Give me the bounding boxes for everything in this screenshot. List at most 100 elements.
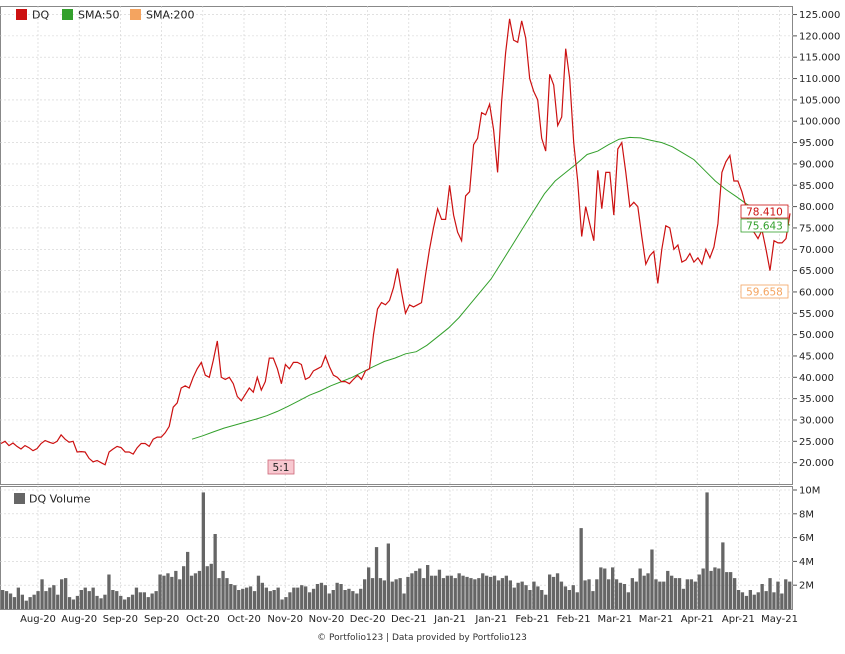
volume-bar	[248, 586, 253, 609]
price-tick-label: 55.000	[799, 309, 834, 320]
volume-bar	[634, 581, 638, 609]
volume-bar	[48, 587, 52, 609]
volume-bar	[225, 578, 229, 609]
volume-bar	[311, 588, 316, 609]
volume-bar	[138, 592, 142, 609]
price-tick-label: 65.000	[799, 266, 834, 277]
volume-bar	[319, 582, 324, 609]
volume-bar	[485, 575, 489, 609]
volume-bar	[95, 595, 99, 609]
split-badge-label: 5:1	[273, 462, 290, 474]
sma200-last-value-label: 59.658	[746, 287, 783, 299]
volume-bar	[300, 585, 304, 609]
volume-bar	[469, 578, 473, 609]
sma200-legend-swatch	[130, 9, 141, 20]
price-grid	[0, 6, 793, 484]
volume-bar	[174, 570, 178, 609]
volume-bar	[426, 565, 430, 609]
volume-tick-label: 2M	[799, 581, 814, 592]
volume-bar	[323, 585, 327, 609]
volume-tick-label: 4M	[799, 557, 814, 568]
volume-bar	[186, 551, 190, 609]
volume-bars	[1, 492, 792, 610]
volume-bar	[473, 579, 477, 610]
last-value-labels: 78.410 75.643 59.658	[740, 204, 789, 299]
volume-bar	[465, 576, 469, 609]
volume-bar	[599, 567, 603, 609]
volume-bar	[398, 578, 402, 609]
price-tick-label: 35.000	[799, 394, 834, 405]
split-annotation: 5:1	[267, 459, 295, 475]
volume-bar	[453, 578, 457, 609]
volume-bar	[437, 569, 442, 609]
volume-bar	[71, 599, 76, 609]
volume-bar	[367, 567, 371, 609]
price-tick-label: 25.000	[799, 437, 834, 448]
volume-bar	[64, 578, 68, 609]
volume-bar	[729, 572, 733, 609]
x-tick-label: Sep-20	[144, 614, 179, 625]
volume-bar	[60, 579, 64, 610]
volume-bar	[79, 590, 83, 609]
volume-bar	[4, 591, 9, 609]
sma50-last-value-box	[740, 218, 789, 233]
volume-bar	[32, 594, 36, 609]
x-tick-label: Nov-20	[267, 614, 303, 625]
volume-bar	[477, 578, 481, 609]
x-tick-label: Nov-20	[309, 614, 345, 625]
volume-bar	[44, 591, 48, 609]
volume-tick-label: 8M	[799, 509, 814, 520]
price-tick-label: 30.000	[799, 415, 834, 426]
volume-bar	[245, 587, 249, 609]
volume-bar	[528, 590, 532, 609]
price-tick-label: 110.000	[799, 74, 840, 85]
price-tick-label: 45.000	[799, 351, 834, 362]
volume-bar	[548, 574, 552, 609]
x-tick-label: Jan-21	[433, 614, 466, 625]
volume-bar	[91, 587, 95, 609]
volume-bar	[83, 587, 87, 609]
x-tick-label: Aug-20	[61, 614, 97, 625]
volume-bar	[725, 572, 729, 609]
volume-bar	[335, 582, 339, 609]
footer-copyright: © Portfolio123 | Data provided by Portfo…	[317, 633, 527, 643]
volume-bar	[591, 591, 595, 609]
volume-bar	[685, 579, 689, 610]
sma200-legend-label: SMA:200	[146, 9, 195, 22]
volume-bar	[205, 566, 209, 609]
volume-bar	[75, 595, 80, 609]
volume-bar	[339, 584, 343, 609]
x-tick-label: Sep-20	[103, 614, 138, 625]
volume-bar	[304, 586, 308, 609]
price-tick-label: 70.000	[799, 245, 834, 256]
x-tick-label: Apr-21	[722, 614, 755, 625]
volume-bar	[784, 579, 788, 610]
volume-bar	[343, 590, 347, 609]
volume-bar	[701, 568, 705, 609]
price-legend: DQ SMA:50 SMA:200	[16, 9, 195, 22]
price-tick-label: 75.000	[799, 223, 834, 234]
sma50-legend-label: SMA:50	[78, 9, 120, 22]
volume-bar	[622, 584, 627, 609]
volume-bar	[189, 575, 194, 609]
volume-bar	[201, 492, 205, 609]
volume-bar	[256, 575, 261, 609]
volume-bar	[355, 593, 359, 609]
volume-bar	[512, 587, 516, 609]
price-panel-frame	[0, 6, 793, 485]
volume-bar	[717, 568, 721, 609]
volume-bar	[689, 579, 693, 610]
volume-bar	[233, 585, 237, 609]
volume-bar	[410, 573, 414, 609]
volume-bar	[107, 574, 111, 609]
volume-bar	[252, 591, 257, 609]
volume-bar	[260, 582, 264, 609]
volume-bar	[182, 566, 186, 609]
price-tick-label: 105.000	[799, 95, 840, 106]
price-tick-label: 60.000	[799, 287, 834, 298]
volume-bar	[611, 567, 615, 609]
volume-bar	[595, 579, 599, 610]
volume-bar	[516, 582, 520, 609]
volume-bar	[20, 594, 24, 609]
volume-bar	[284, 597, 288, 609]
